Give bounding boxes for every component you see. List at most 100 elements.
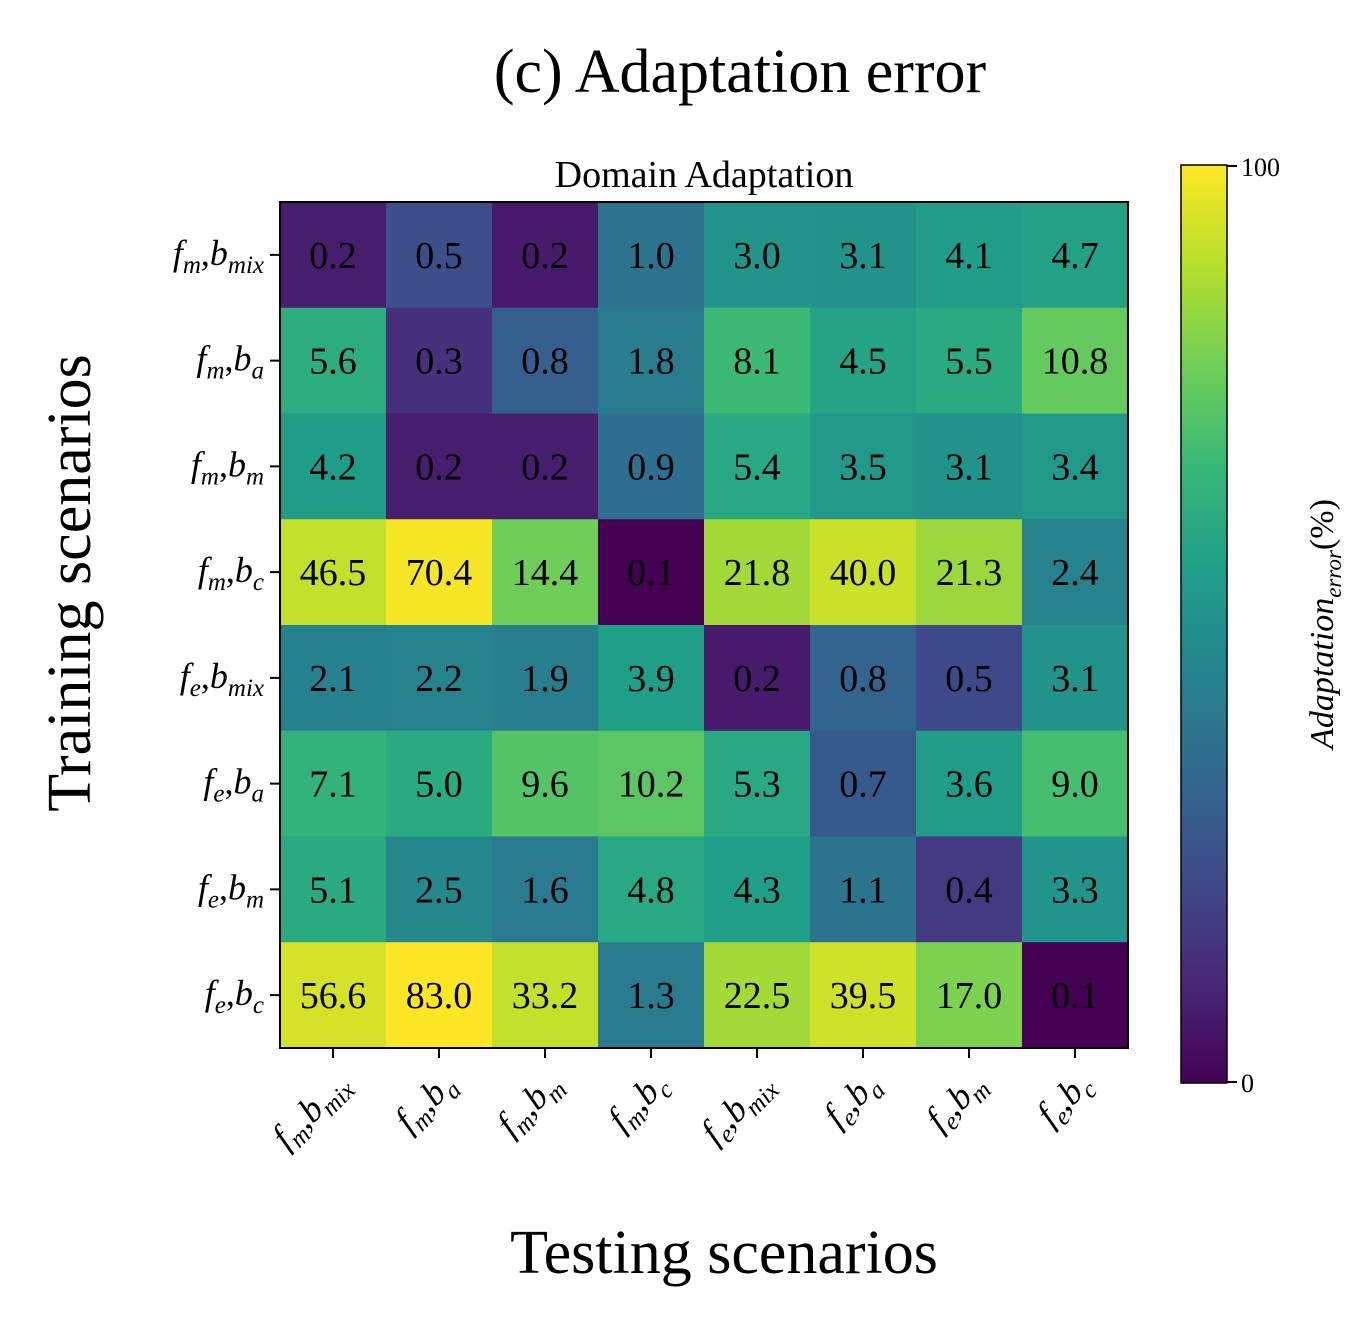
heatmap-cell	[916, 307, 1023, 415]
x-tick-label: fe,bmix	[693, 1063, 785, 1155]
tick-label-part: e	[190, 675, 201, 702]
y-axis-label: Training scenarios	[36, 354, 104, 812]
y-tick-label: fe,bmix	[180, 656, 264, 702]
cell-value-label: 0.1	[627, 552, 675, 594]
colorbar-min-label: 0	[1241, 1069, 1254, 1098]
heatmap-cell	[704, 730, 811, 838]
cell-value-label: 3.1	[839, 235, 887, 277]
cell-value-label: 0.2	[521, 235, 569, 277]
cell-value-label: 3.5	[839, 446, 887, 488]
cell-value-label: 5.3	[733, 764, 781, 806]
cell-value-label: 4.3	[733, 869, 781, 911]
colorbar-label-sub: error	[1321, 549, 1346, 598]
x-tick-label: fm,bmix	[264, 1063, 361, 1160]
cell-value-label: 3.0	[733, 235, 781, 277]
heatmap-cell	[810, 730, 917, 838]
tick-label-part: ,	[219, 867, 228, 907]
heatmap-cell	[1022, 202, 1129, 309]
cell-value-label: 8.1	[733, 341, 781, 383]
cell-value-label: 0.4	[945, 869, 993, 911]
x-tick-label: fe,ba	[816, 1063, 891, 1138]
tick-label-part: b	[234, 339, 252, 379]
cell-value-label: 4.7	[1051, 235, 1099, 277]
x-tick-label: fm,bm	[489, 1063, 573, 1147]
colorbar-label-suffix: (%)	[1304, 499, 1341, 550]
tick-label-part: b	[228, 867, 246, 907]
cell-value-label: 1.6	[521, 869, 569, 911]
heatmap-cell	[1022, 413, 1129, 520]
x-tick-label: fm,ba	[387, 1063, 467, 1143]
heatmap-cell	[810, 307, 917, 415]
tick-label-part: m	[206, 358, 224, 385]
cell-value-label: 40.0	[830, 552, 897, 594]
plot-frame	[279, 201, 1129, 1049]
heatmap-cell	[492, 519, 599, 626]
tick-label-part: ,	[219, 444, 228, 484]
tick-label-part: e	[215, 992, 226, 1019]
heatmap-cell	[916, 730, 1023, 838]
heatmap-cell	[386, 519, 493, 626]
cell-value-label: 70.4	[406, 552, 473, 594]
plot-title: Domain Adaptation	[555, 154, 854, 196]
heatmap-cell	[1022, 836, 1129, 943]
cell-value-label: 21.3	[936, 552, 1003, 594]
y-tick-label: fm,ba	[196, 339, 264, 385]
tick-label-part: b	[210, 233, 228, 273]
cell-value-label: 3.6	[945, 764, 993, 806]
tick-label-part: b	[228, 444, 246, 484]
cell-value-label: 17.0	[936, 975, 1003, 1017]
cell-value-label: 0.8	[521, 341, 569, 383]
cell-value-label: 0.9	[627, 446, 675, 488]
heatmap-cell	[704, 202, 811, 309]
cell-value-label: 5.1	[309, 869, 357, 911]
heatmap-cell	[810, 625, 917, 732]
cell-value-label: 4.8	[627, 869, 675, 911]
cell-value-label: 9.0	[1051, 764, 1099, 806]
cell-value-label: 3.1	[945, 446, 993, 488]
cell-value-label: 0.1	[1051, 975, 1099, 1017]
heatmap-cell	[598, 625, 705, 732]
heatmap-cell	[810, 202, 917, 309]
heatmap-cell	[810, 413, 917, 520]
cell-value-label: 2.1	[309, 658, 357, 700]
y-tick-label: fe,bm	[198, 867, 264, 913]
heatmap-cell	[280, 625, 387, 732]
cell-value-label: 22.5	[724, 975, 791, 1017]
heatmap-cell	[492, 942, 599, 1049]
heatmap-cell	[1022, 730, 1129, 838]
heatmap-cell	[916, 519, 1023, 626]
cell-value-label: 4.2	[309, 446, 357, 488]
colorbar-label: Adaptationerror(%)	[1304, 499, 1346, 751]
tick-label-part: b	[210, 656, 228, 696]
tick-label-part: a	[252, 358, 265, 385]
tick-label-part: m	[201, 463, 219, 490]
heatmap-cell	[916, 836, 1023, 943]
cell-value-label: 10.8	[1042, 341, 1109, 383]
heatmap-cell	[916, 942, 1023, 1049]
heatmap-cell	[598, 413, 705, 520]
cell-value-label: 0.7	[839, 764, 887, 806]
figure-title: (c) Adaptation error	[494, 38, 987, 106]
cell-value-label: 33.2	[512, 975, 579, 1017]
heatmap-cell	[704, 942, 811, 1049]
cell-value-label: 1.0	[627, 235, 675, 277]
heatmap-cell	[280, 836, 387, 943]
cell-value-label: 9.6	[521, 764, 569, 806]
cell-value-label: 3.1	[1051, 658, 1099, 700]
cell-value-label: 4.5	[839, 341, 887, 383]
cell-value-label: 14.4	[512, 552, 579, 594]
heatmap-cell	[492, 836, 599, 943]
heatmap-cell	[810, 836, 917, 943]
cell-value-label: 21.8	[724, 552, 791, 594]
cell-value-label: 5.0	[415, 764, 463, 806]
cell-value-label: 5.4	[733, 446, 781, 488]
cell-value-label: 3.4	[1051, 446, 1099, 488]
cell-value-label: 10.2	[618, 764, 685, 806]
tick-label-part: e	[213, 781, 224, 808]
heatmap-cell	[280, 413, 387, 520]
heatmap-cell	[280, 202, 387, 309]
heatmap-cell	[386, 942, 493, 1049]
colorbar-max-label: 100	[1241, 153, 1280, 182]
